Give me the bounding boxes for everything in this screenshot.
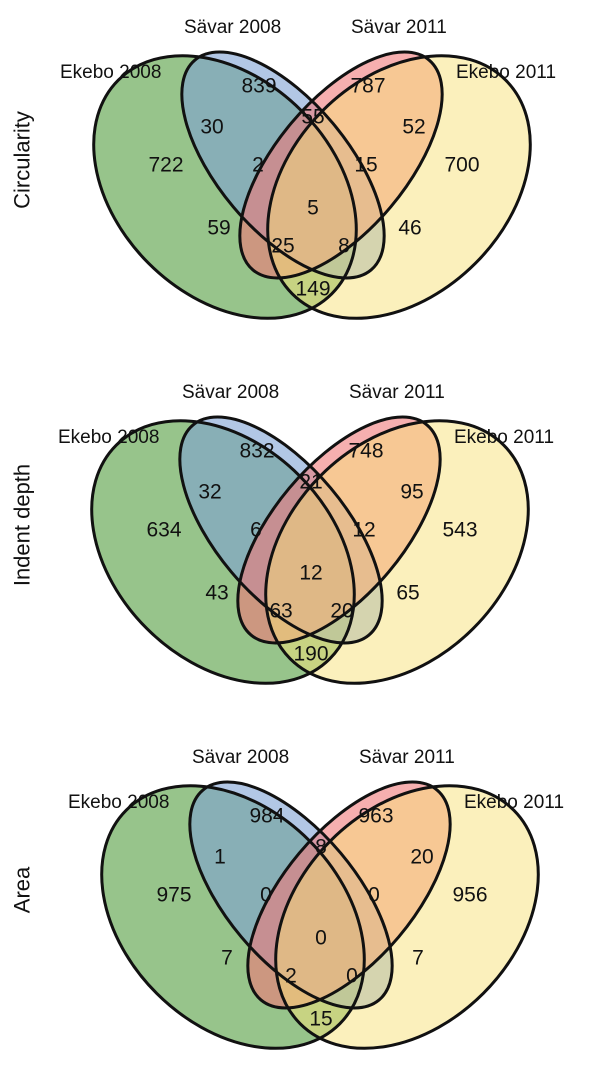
region-count-all: 12	[299, 562, 322, 585]
region-count-s08-s11: 55	[301, 106, 324, 129]
region-count-e08-only: 722	[148, 154, 183, 177]
set-label-savar-2011: Sävar 2011	[351, 17, 447, 38]
set-label-ekebo-2008: Ekebo 2008	[58, 427, 159, 448]
region-count-e08-s08: 30	[200, 116, 223, 139]
set-outline-e11	[264, 419, 530, 685]
region-count-s11-only: 963	[358, 805, 393, 828]
region-count-e08-e11: 149	[295, 278, 330, 301]
set-shape-e11	[275, 785, 539, 1049]
set-label-ekebo-2011: Ekebo 2011	[454, 427, 554, 448]
region-count-all: 0	[315, 927, 327, 950]
region-count-s08-s11: 21	[299, 471, 322, 494]
region-count-s08-e11: 7	[412, 947, 424, 970]
set-label-savar-2011: Sävar 2011	[349, 382, 445, 403]
region-count-s08-only: 832	[239, 440, 274, 463]
region-count-e08-s08-s11: 0	[260, 884, 272, 907]
region-count-e11-only: 543	[442, 519, 477, 542]
region-count-e08-s11-e11: 63	[269, 600, 292, 623]
row-label: Circularity	[10, 111, 35, 209]
region-count-e08-s08-e11: 20	[330, 600, 353, 623]
row-label: Area	[10, 866, 35, 913]
region-count-s11-e11: 52	[402, 116, 425, 139]
region-count-e08-only: 975	[156, 884, 191, 907]
region-count-s11-e11: 20	[410, 846, 433, 869]
region-count-s08-e11: 65	[396, 582, 419, 605]
region-count-e08-s11: 59	[207, 217, 230, 240]
set-label-ekebo-2008: Ekebo 2008	[68, 792, 169, 813]
region-count-e08-e11: 15	[309, 1008, 332, 1031]
region-count-all: 5	[307, 197, 319, 220]
region-count-e08-s11: 43	[205, 582, 228, 605]
set-outline-e11	[266, 54, 532, 320]
region-count-s08-s11-e11: 15	[354, 154, 377, 177]
region-count-e08-s08-s11: 6	[250, 519, 262, 542]
set-label-ekebo-2008: Ekebo 2008	[60, 62, 161, 83]
set-label-savar-2011: Sävar 2011	[359, 747, 455, 768]
region-count-e08-s08: 32	[198, 481, 221, 504]
set-outline-s11	[236, 415, 442, 645]
region-count-e08-s08-e11: 0	[346, 965, 358, 988]
venn-panel-3: Ekebo 2008 Sävar 2008 Sävar 2011 Ekebo 2011…	[10, 747, 564, 1050]
venn-panel-1: Ekebo 2008 Sävar 2008 Sävar 2011 Ekebo 2011…	[10, 17, 556, 320]
region-count-s11-only: 748	[348, 440, 383, 463]
region-count-e11-only: 700	[444, 154, 479, 177]
set-label-savar-2008: Sävar 2008	[184, 17, 281, 38]
set-label-savar-2008: Sävar 2008	[192, 747, 289, 768]
region-count-e11-only: 956	[452, 884, 487, 907]
region-count-s08-only: 984	[249, 805, 284, 828]
set-outline-s11	[246, 780, 452, 1010]
region-count-s08-s11-e11: 0	[368, 884, 380, 907]
region-count-e08-s11-e11: 2	[285, 965, 297, 988]
set-outline-s11	[238, 50, 444, 280]
region-count-e08-only: 634	[146, 519, 181, 542]
venn-panel-2: Ekebo 2008 Sävar 2008 Sävar 2011 Ekebo 2011…	[10, 382, 554, 685]
region-count-s08-s11: 8	[315, 836, 327, 859]
region-count-s11-e11: 95	[400, 481, 423, 504]
region-count-s08-s11-e11: 12	[352, 519, 375, 542]
region-count-e08-s08-s11: 2	[252, 154, 264, 177]
region-count-e08-s08-e11: 8	[338, 235, 350, 258]
region-count-e08-s11-e11: 25	[271, 235, 294, 258]
set-label-ekebo-2011: Ekebo 2011	[456, 62, 556, 83]
region-count-e08-s11: 7	[221, 947, 233, 970]
set-shape-e11	[265, 420, 529, 684]
row-label: Indent depth	[10, 464, 35, 586]
set-outline-e11	[274, 784, 540, 1050]
set-outline-s08	[180, 50, 386, 280]
set-outline-s08	[178, 415, 384, 645]
region-count-e08-e11: 190	[293, 643, 328, 666]
set-label-ekebo-2011: Ekebo 2011	[464, 792, 564, 813]
set-outline-s08	[188, 780, 394, 1010]
region-count-s08-e11: 46	[398, 217, 421, 240]
region-count-s08-only: 839	[241, 75, 276, 98]
set-shape-e11	[267, 55, 531, 319]
set-label-savar-2008: Sävar 2008	[182, 382, 279, 403]
region-count-e08-s08: 1	[214, 846, 226, 869]
region-count-s11-only: 787	[350, 75, 385, 98]
